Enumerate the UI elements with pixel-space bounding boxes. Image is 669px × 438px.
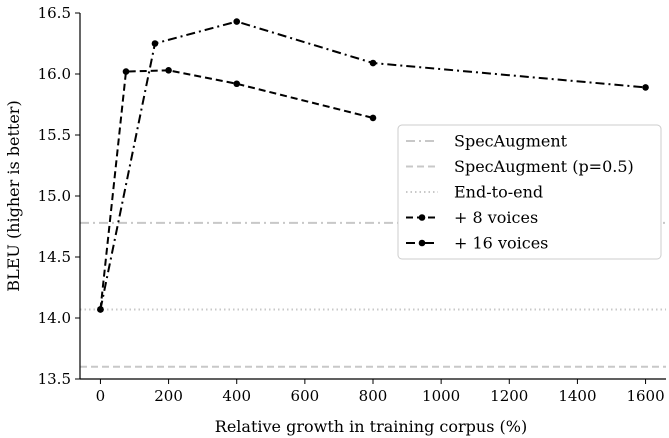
x-tick-label: 800 [359,387,388,405]
y-tick-label: 16.5 [38,4,71,22]
x-tick-label: 0 [96,387,106,405]
series-2-point-5 [642,84,649,91]
series-2-point-4 [369,59,377,67]
legend-label-5: + 16 voices [454,234,548,253]
x-tick-label: 600 [291,387,320,405]
legend-label-4: + 8 voices [454,208,538,227]
y-axis-label: BLEU (higher is better) [4,100,23,291]
series-1-point-4 [233,80,241,88]
series-line-1 [99,69,374,310]
series-1-point-2 [122,68,130,75]
y-tick-label: 15.0 [38,187,71,205]
x-tick-label: 1600 [626,387,664,405]
legend-label-1: SpecAugment [454,132,568,151]
series-2-point-3 [233,18,241,25]
y-tick-label: 14.0 [38,309,71,327]
x-tick-label: 1400 [558,387,596,405]
x-tick-label: 200 [154,387,183,405]
y-tick-label: 13.5 [38,370,71,388]
y-tick-label: 14.5 [38,248,71,266]
x-tick-label: 400 [222,387,251,405]
x-tick-label: 1000 [422,387,460,405]
legend-marker-5 [418,239,426,247]
legend-label-3: End-to-end [454,183,543,202]
axes: 0 200 400 600 800 1000 1200 1400 1600 13.5 14.0 14.… [4,4,666,436]
y-tick-label: 15.5 [38,126,71,144]
legend-box [397,124,662,260]
x-axis-label: Relative growth in training corpus (%) [215,417,527,436]
legend: SpecAugment SpecAugment (p=0.5) End-to-end… [397,124,662,260]
y-tick-label: 16.0 [38,65,71,83]
series-1-point-5 [369,114,377,122]
legend-label-2: SpecAugment (p=0.5) [454,157,634,176]
series-2-point-1 [97,306,104,313]
series-1-point-3 [165,67,172,74]
legend-marker-4 [418,214,426,221]
series-2-point-2 [151,40,159,47]
x-tick-label: 1200 [490,387,528,405]
